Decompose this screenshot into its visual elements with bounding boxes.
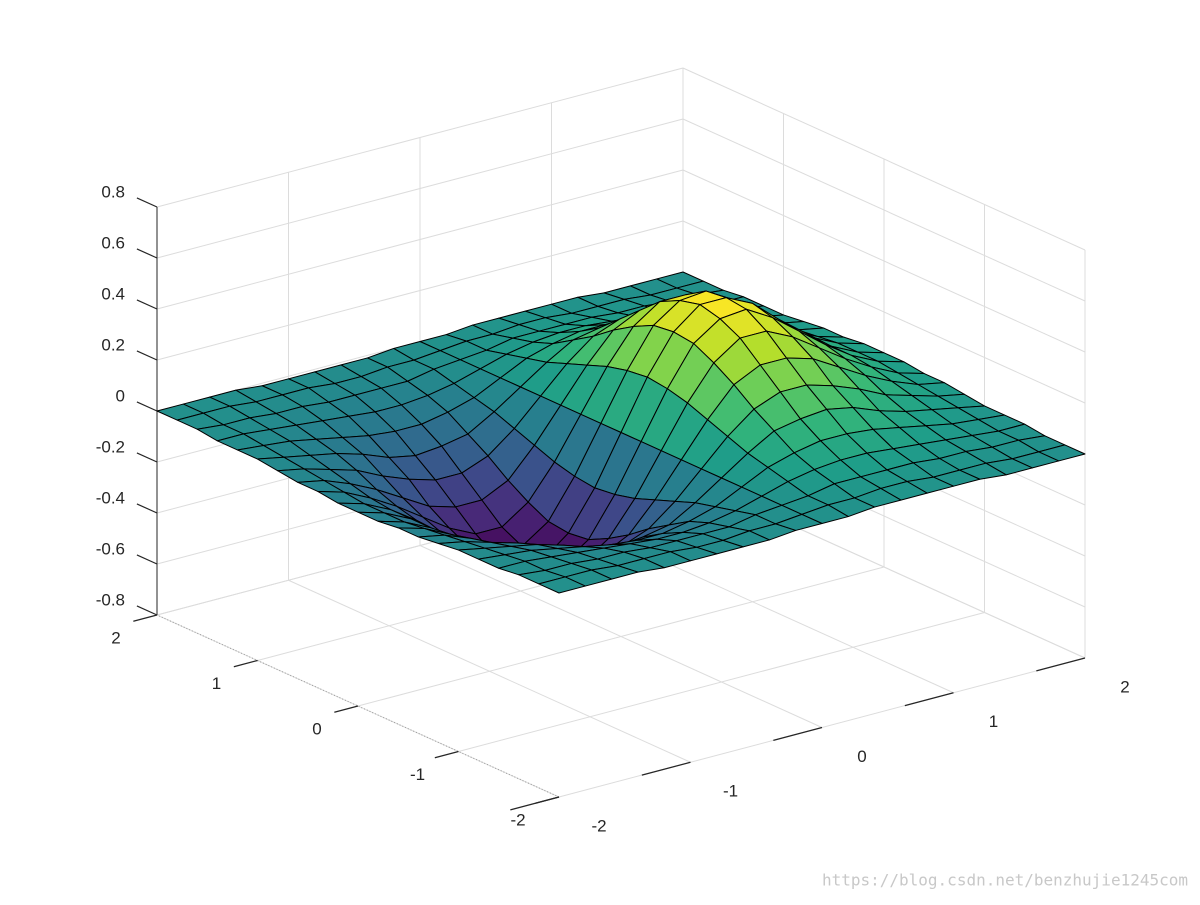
z-tick-label: -0.4: [96, 488, 125, 507]
z-tick-label: -0.8: [96, 590, 125, 609]
y-tick: [535, 796, 560, 804]
z-tick: [136, 248, 158, 259]
y-tick-label: -1: [410, 765, 425, 784]
y-tick: [133, 614, 158, 622]
z-tick-label: 0.2: [101, 335, 125, 354]
z-tick-label: 0.8: [101, 182, 125, 201]
x-tick: [773, 726, 823, 741]
grid-line: [156, 169, 684, 310]
y-tick-label: 2: [111, 628, 120, 647]
z-tick: [136, 299, 158, 310]
grid-line: [458, 612, 985, 752]
grid-line: [682, 220, 1086, 404]
x-tick: [1036, 657, 1086, 672]
surface-patch: [538, 576, 586, 594]
z-tick: [136, 350, 158, 361]
z-tick: [136, 503, 158, 514]
x-tick-label: 2: [1120, 677, 1129, 696]
y-tick: [434, 750, 459, 759]
z-tick: [136, 197, 158, 208]
x-tick-label: 1: [989, 712, 998, 731]
x-tick: [904, 692, 954, 707]
y-tick: [334, 705, 359, 713]
grid-line: [156, 67, 684, 208]
z-tick: [136, 554, 158, 565]
y-tick: [233, 659, 258, 668]
x-tick-label: -2: [591, 816, 606, 835]
z-tick: [136, 605, 158, 616]
x-tick: [641, 761, 691, 776]
watermark: https://blog.csdn.net/benzhujie1245com: [822, 871, 1188, 890]
z-tick-label: 0.4: [101, 284, 125, 303]
grid-line: [156, 220, 684, 361]
z-tick: [136, 452, 158, 463]
grid-line: [156, 118, 684, 259]
y-tick-label: 1: [212, 674, 221, 693]
grid-line: [682, 118, 1086, 302]
grid-line: [682, 169, 1086, 353]
y-tick-label: 0: [312, 719, 321, 738]
z-tick-label: 0.6: [101, 233, 125, 252]
grid-line: [682, 67, 1086, 251]
z-tick-label: 0: [116, 386, 125, 405]
y-tick-label: -2: [510, 810, 525, 829]
z-tick-label: -0.2: [96, 437, 125, 456]
z-tick-label: -0.6: [96, 539, 125, 558]
grid-line: [357, 566, 885, 707]
x-tick-label: 0: [857, 747, 866, 766]
z-tick: [136, 401, 158, 412]
x-tick-label: -1: [723, 782, 738, 801]
